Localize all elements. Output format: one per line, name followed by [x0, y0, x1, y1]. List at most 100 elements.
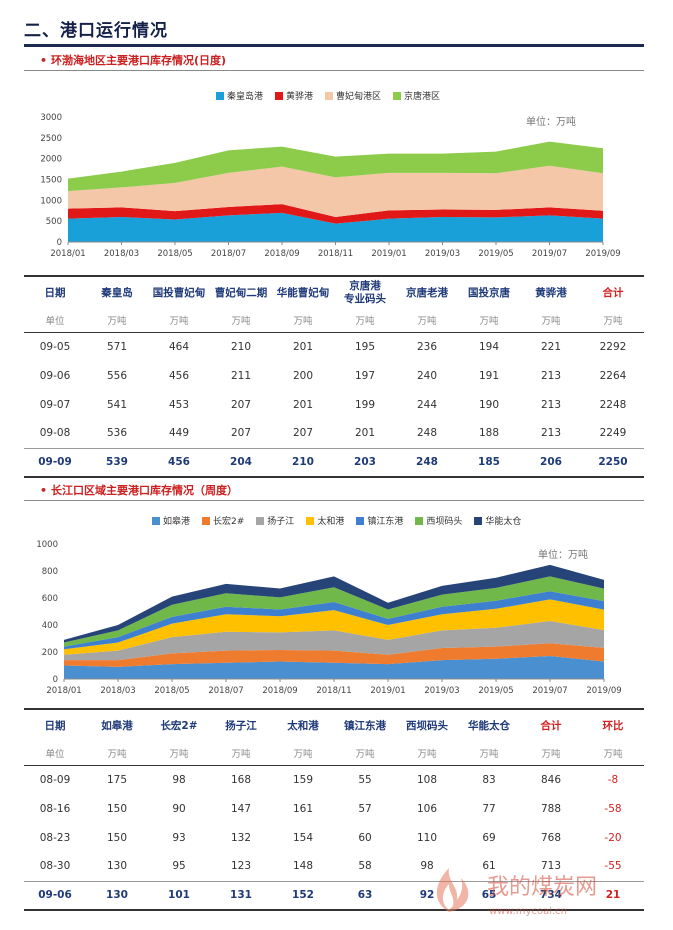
table-cell: 130	[86, 880, 148, 911]
column-header: 太和港	[272, 708, 334, 741]
legend-swatch	[393, 91, 402, 100]
column-header: 扬子江	[210, 708, 272, 741]
legend-swatch	[256, 516, 265, 525]
unit-cell: 万吨	[272, 741, 334, 766]
table-cell: 130	[106, 860, 128, 873]
legend-label: 扬子江	[267, 517, 295, 527]
legend-label: 秦皇岛港	[227, 92, 264, 102]
y-tick-label: 600	[42, 594, 58, 604]
unit-cell: 万吨	[582, 308, 644, 333]
legend-label: 长宏2#	[213, 517, 245, 527]
yangtze-legend: 如皋港 长宏2# 扬子江 太和港 镇江东港 西坝码头 华能太仓	[152, 514, 521, 527]
table-cell: 185	[458, 447, 520, 478]
legend-label: 如皋港	[163, 517, 191, 527]
legend-label: 镇江东港	[367, 517, 404, 527]
legend-label: 曹妃甸港区	[336, 92, 382, 102]
legend-item: 京唐港区	[393, 89, 440, 102]
table-cell: 55	[358, 773, 372, 786]
table-cell: 132	[230, 831, 252, 844]
column-header: 日期	[24, 275, 86, 308]
table-row: 09-07 541 453 207 201 199 244 190 213 2248	[24, 390, 644, 419]
column-header: 国投京唐	[458, 275, 520, 308]
table-row: 08-23 150 93 132 154 60 110 69 768 -20	[24, 823, 644, 852]
y-tick-label: 400	[42, 621, 58, 631]
table-cell: 206	[520, 447, 582, 478]
table-cell: 09-09	[24, 447, 86, 478]
mycoal-watermark: 我的煤炭网 www.mycoal.cn	[436, 868, 597, 917]
bohai-subtitle-text: 环渤海地区主要港口库存情况(日度)	[51, 54, 227, 67]
y-tick-label: 2500	[40, 134, 62, 144]
table-cell: 09-08	[39, 427, 71, 440]
table-cell: 175	[106, 773, 128, 786]
table-cell: 213	[540, 398, 562, 411]
table-cell: 768	[540, 831, 562, 844]
table-cell: 846	[540, 773, 562, 786]
area-series	[68, 141, 603, 192]
table-cell: 211	[230, 369, 252, 382]
column-header: 秦皇岛	[86, 275, 148, 308]
table-cell: 98	[172, 773, 186, 786]
unit-cell: 万吨	[334, 741, 396, 766]
table-cell: 197	[354, 369, 376, 382]
table-cell: 201	[292, 398, 314, 411]
table-cell: -55	[604, 860, 622, 873]
table-cell: -20	[604, 831, 622, 844]
table-cell: 556	[106, 369, 128, 382]
table-row: 09-06 130 101 131 152 63 92 65 734 21	[24, 880, 644, 911]
table-cell: 213	[540, 369, 562, 382]
legend-item: 扬子江	[256, 514, 294, 527]
unit-cell: 万吨	[210, 741, 272, 766]
table-cell: 08-09	[39, 773, 71, 786]
unit-cell: 万吨	[458, 308, 520, 333]
table-row: 08-09 175 98 168 159 55 108 83 846 -8	[24, 765, 644, 794]
table-cell: 2249	[599, 427, 627, 440]
table-cell: 106	[416, 802, 438, 815]
divider	[24, 70, 644, 71]
column-header: 黄骅港	[520, 275, 582, 308]
x-tick-label: 2019/09	[586, 686, 621, 696]
unit-cell: 万吨	[458, 741, 520, 766]
table-cell: 58	[358, 860, 372, 873]
unit-cell: 万吨	[86, 741, 148, 766]
x-tick-label: 2019/09	[585, 249, 620, 259]
table-cell: 57	[358, 802, 372, 815]
x-tick-label: 2018/09	[262, 686, 297, 696]
table-cell: 147	[230, 802, 252, 815]
column-header: 华能曹妃甸	[272, 275, 334, 308]
table-cell: 2264	[599, 369, 627, 382]
column-header: 华能太仓	[458, 708, 520, 741]
table-cell: 203	[334, 447, 396, 478]
unit-cell: 万吨	[582, 741, 644, 766]
table-cell: 201	[292, 340, 314, 353]
unit-cell: 万吨	[520, 308, 582, 333]
table-cell: 734	[520, 880, 582, 911]
table-cell: 456	[148, 447, 210, 478]
table-cell: 131	[210, 880, 272, 911]
column-header: 京唐港 专业码头	[334, 275, 396, 308]
x-tick-label: 2019/07	[532, 686, 567, 696]
table-cell: 571	[106, 340, 128, 353]
y-tick-label: 1000	[36, 540, 58, 550]
bohai-stock-chart: 0 500 1000 1500 2000 2500 3000 2018/01 2018/03 20…	[40, 113, 620, 259]
x-tick-label: 2019/05	[478, 249, 513, 259]
x-tick-label: 2018/05	[157, 249, 192, 259]
table-cell: 2292	[599, 340, 627, 353]
x-tick-label: 2019/03	[424, 686, 459, 696]
column-header-line: 专业码头	[344, 292, 386, 305]
x-tick-label: 2019/07	[532, 249, 567, 259]
yangtze-unit-label: 单位：万吨	[538, 550, 588, 561]
unit-cell: 万吨	[148, 741, 210, 766]
table-cell: 77	[482, 802, 496, 815]
x-tick-label: 2018/03	[104, 249, 139, 259]
area-series	[64, 620, 604, 661]
legend-item: 如皋港	[152, 514, 190, 527]
watermark-url: www.mycoal.cn	[489, 906, 567, 917]
legend-item: 西坝码头	[415, 514, 462, 527]
table-row: 08-16 150 90 147 161 57 106 77 788 -58	[24, 794, 644, 823]
area-series	[68, 212, 603, 242]
unit-cell: 万吨	[210, 308, 272, 333]
area-series	[64, 576, 604, 647]
x-tick-label: 2018/03	[100, 686, 135, 696]
y-tick-label: 1500	[40, 176, 62, 186]
